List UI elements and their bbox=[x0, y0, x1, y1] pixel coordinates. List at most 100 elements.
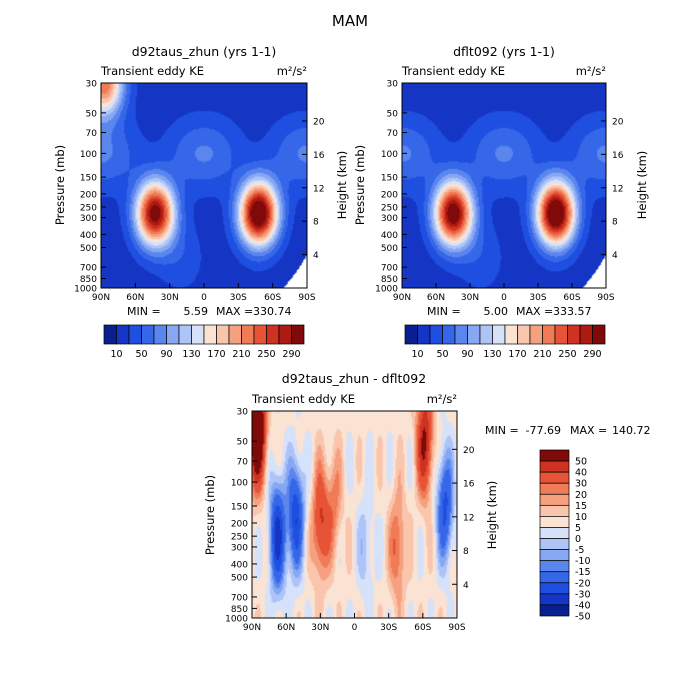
panel-3-title: d92taus_zhun - dflt092 bbox=[282, 371, 426, 386]
colorbar-swatch bbox=[404, 324, 418, 345]
colorbar-label: 250 bbox=[257, 349, 275, 360]
panel-1-plot-area bbox=[100, 82, 308, 289]
y-tick-label: 200 bbox=[231, 519, 248, 529]
y-tick-label: 150 bbox=[381, 174, 398, 184]
panel-1-units: m²/s² bbox=[277, 64, 307, 78]
colorbar-label: 130 bbox=[483, 349, 501, 360]
colorbar-swatch bbox=[203, 324, 217, 345]
x-tick-label: 90N bbox=[243, 623, 261, 633]
y-tick-label: 200 bbox=[381, 190, 398, 200]
y-tick-label: 70 bbox=[86, 129, 98, 139]
panel-3-max-label: MAX = bbox=[570, 424, 607, 437]
panel-3-units: m²/s² bbox=[427, 392, 457, 406]
y-tick-label: 300 bbox=[381, 214, 398, 224]
colorbar-label: 10 bbox=[110, 349, 122, 360]
right-tick-label: 16 bbox=[463, 480, 475, 490]
x-tick-label: 30S bbox=[380, 623, 397, 633]
colorbar-swatch bbox=[554, 324, 568, 345]
x-tick-label: 60S bbox=[563, 293, 580, 303]
x-tick-label: 60N bbox=[126, 293, 144, 303]
y-tick-label: 250 bbox=[231, 533, 248, 543]
y-tick-label: 50 bbox=[237, 438, 249, 448]
colorbar-swatch bbox=[539, 493, 570, 506]
colorbar-swatch bbox=[266, 324, 280, 345]
y-tick-label: 700 bbox=[381, 264, 398, 274]
right-tick-label: 16 bbox=[612, 151, 624, 161]
colorbar-swatch bbox=[467, 324, 481, 345]
colorbar-swatch bbox=[442, 324, 456, 345]
x-tick-label: 60N bbox=[277, 623, 295, 633]
x-tick-label: 60S bbox=[414, 623, 431, 633]
colorbar-swatch bbox=[539, 516, 570, 528]
colorbar-label: -10 bbox=[575, 556, 591, 567]
right-tick-label: 12 bbox=[463, 513, 474, 523]
right-tick-label: 4 bbox=[463, 581, 469, 591]
right-tick-label: 8 bbox=[463, 547, 469, 557]
colorbar-label: 15 bbox=[575, 501, 587, 512]
panel-1-y-axis-label-right: Height (km) bbox=[335, 151, 349, 220]
colorbar-swatch bbox=[253, 324, 267, 345]
x-tick-label: 30N bbox=[161, 293, 179, 303]
panel-3-plot-area bbox=[251, 410, 458, 619]
colorbar-swatch bbox=[539, 571, 570, 584]
panel-3-min-value: -77.69 bbox=[526, 424, 561, 437]
y-tick-label: 500 bbox=[381, 244, 398, 254]
colorbar-label: -15 bbox=[575, 567, 591, 578]
colorbar-label: 210 bbox=[232, 349, 250, 360]
colorbar-swatch bbox=[153, 324, 167, 345]
y-tick-label: 30 bbox=[237, 408, 249, 418]
y-tick-label: 700 bbox=[80, 264, 97, 274]
x-tick-label: 30S bbox=[529, 293, 546, 303]
right-tick-label: 8 bbox=[612, 218, 618, 228]
colorbar-swatch bbox=[592, 324, 606, 345]
colorbar-label: 40 bbox=[575, 468, 587, 479]
colorbar-label: 130 bbox=[182, 349, 200, 360]
colorbar-label: -30 bbox=[575, 589, 591, 600]
y-tick-label: 30 bbox=[387, 80, 399, 90]
colorbar-swatch bbox=[291, 324, 305, 345]
colorbar-swatch bbox=[539, 549, 570, 562]
panel-1-min-label: MIN = bbox=[127, 305, 161, 318]
colorbar-label: 50 bbox=[575, 457, 587, 468]
y-tick-label: 300 bbox=[80, 214, 97, 224]
panel-1-title: d92taus_zhun (yrs 1-1) bbox=[132, 44, 277, 59]
colorbar-swatch bbox=[542, 324, 556, 345]
colorbar-swatch bbox=[539, 538, 570, 550]
panel-1-max-label: MAX = bbox=[216, 305, 253, 318]
colorbar-label: 20 bbox=[575, 490, 587, 501]
panel-2-plot-area bbox=[401, 82, 607, 289]
panel-2-max-label: MAX = bbox=[516, 305, 553, 318]
right-tick-label: 20 bbox=[463, 446, 475, 456]
colorbar-swatch bbox=[504, 324, 518, 345]
colorbar-swatch bbox=[579, 324, 593, 345]
right-tick-label: 8 bbox=[313, 218, 319, 228]
colorbar-swatch bbox=[178, 324, 192, 345]
panel-2-y-axis-label-right: Height (km) bbox=[635, 151, 649, 220]
panel-2-colorbar: 10 50 90 130 170 210 250 290 bbox=[404, 324, 606, 360]
panel-1-min-value: 5.59 bbox=[184, 305, 209, 318]
x-tick-label: 60S bbox=[264, 293, 281, 303]
y-tick-label: 50 bbox=[387, 109, 399, 119]
panel-1-heatmap bbox=[101, 83, 307, 288]
colorbar-swatch bbox=[539, 482, 570, 495]
y-tick-label: 250 bbox=[80, 203, 97, 213]
colorbar-swatch bbox=[492, 324, 506, 345]
panel-2-units: m²/s² bbox=[576, 64, 606, 78]
y-tick-label: 850 bbox=[231, 605, 248, 615]
x-tick-label: 60N bbox=[427, 293, 445, 303]
colorbar-label: 290 bbox=[583, 349, 601, 360]
panel-1-y-axis-label: Pressure (mb) bbox=[53, 145, 67, 225]
colorbar-swatch bbox=[216, 324, 230, 345]
colorbar-swatch bbox=[241, 324, 255, 345]
y-tick-label: 50 bbox=[86, 109, 98, 119]
colorbar-swatch bbox=[539, 560, 570, 573]
right-tick-label: 12 bbox=[313, 184, 324, 194]
colorbar-swatch bbox=[278, 324, 292, 345]
panel-2-heatmap bbox=[402, 83, 606, 288]
colorbar-swatch bbox=[141, 324, 155, 345]
panel-2: dflt092 (yrs 1-1) Transient eddy KE m²/s… bbox=[353, 44, 649, 360]
right-tick-label: 16 bbox=[313, 151, 325, 161]
colorbar-label: 0 bbox=[575, 534, 581, 545]
colorbar-label: -40 bbox=[575, 600, 591, 611]
